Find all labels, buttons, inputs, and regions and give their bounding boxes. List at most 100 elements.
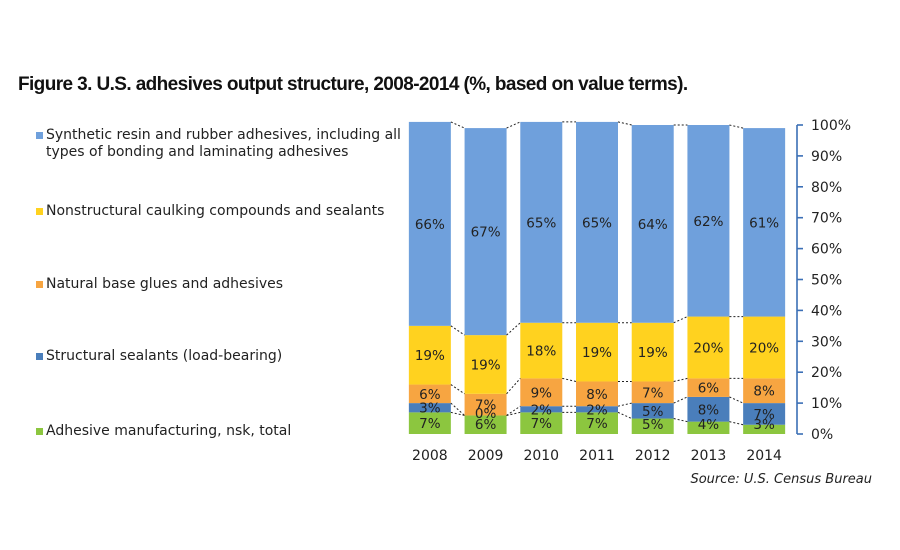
connector-line: [506, 405, 521, 416]
y-tick-label: 70%: [811, 211, 842, 227]
connector-line: [450, 411, 465, 416]
connector-line: [673, 316, 688, 324]
data-label-2014-s0: 3%: [753, 417, 775, 433]
bar-segment-2014-s1: [743, 403, 786, 425]
connector-line: [617, 121, 632, 126]
bar-segment-2014-s0: [743, 424, 786, 434]
connector-line: [729, 124, 744, 129]
data-label-2012-s2: 7%: [642, 385, 664, 401]
data-label-2012-s1: 5%: [642, 404, 664, 420]
data-label-2009-s0: 6%: [475, 417, 497, 433]
bar-segment-2011-s2: [576, 381, 618, 407]
x-tick-label-2010: 2010: [523, 448, 559, 464]
data-label-2009-s2: 7%: [475, 398, 497, 414]
legend-label: Adhesive manufacturing, nsk, total: [46, 423, 292, 439]
data-label-2009-s1: 0%: [475, 406, 497, 422]
bar-segment-2008-s1: [408, 403, 451, 413]
connector-line: [562, 377, 577, 382]
data-label-2013-s3: 20%: [693, 340, 723, 356]
connector-line: [617, 402, 632, 407]
data-label-2008-s2: 6%: [419, 387, 441, 403]
y-tick-label: 50%: [811, 273, 842, 289]
bar-segment-2010-s2: [520, 378, 563, 407]
y-tick-label: 20%: [811, 365, 842, 381]
bar-segment-2012-s2: [631, 381, 674, 404]
data-label-2011-s0: 7%: [586, 416, 608, 432]
data-label-2010-s2: 9%: [531, 385, 553, 401]
connector-line: [673, 418, 688, 423]
data-label-2010-s0: 7%: [531, 416, 553, 432]
bar-segment-2014-s2: [743, 378, 786, 404]
data-label-2014-s2: 8%: [753, 384, 775, 400]
bar-segment-2013-s1: [687, 396, 730, 422]
data-label-2011-s3: 19%: [582, 345, 612, 361]
data-label-2014-s1: 7%: [753, 407, 775, 423]
bar-segment-2009-s3: [464, 335, 507, 394]
data-label-2011-s4: 65%: [582, 215, 612, 231]
data-label-2012-s4: 64%: [638, 217, 668, 233]
y-tick-label: 10%: [811, 396, 842, 412]
y-tick-label: 40%: [811, 303, 842, 319]
x-tick-label-2014: 2014: [746, 448, 782, 464]
connector-line: [450, 325, 465, 336]
legend-swatch: [36, 208, 43, 215]
data-label-2009-s3: 19%: [471, 357, 501, 373]
legend-swatch: [36, 353, 43, 360]
connector-line: [729, 396, 744, 404]
data-label-2010-s4: 65%: [526, 215, 556, 231]
legend-label: Synthetic resin and rubber adhesives, in…: [46, 127, 401, 160]
data-label-2013-s0: 4%: [698, 417, 720, 433]
data-label-2008-s1: 3%: [419, 401, 441, 417]
data-label-2010-s3: 18%: [526, 344, 556, 360]
bar-segment-2010-s0: [520, 412, 563, 434]
data-label-2009-s4: 67%: [471, 225, 501, 241]
bar-segment-2011-s4: [576, 121, 618, 323]
connector-line: [450, 121, 465, 129]
legend-swatch: [36, 428, 43, 435]
y-tick-label: 0%: [811, 427, 833, 443]
connector-line: [673, 377, 688, 382]
connector-line: [617, 411, 632, 420]
legend-swatch: [36, 132, 43, 139]
data-label-2012-s0: 5%: [642, 417, 664, 433]
bar-segment-2009-s4: [464, 128, 507, 336]
x-tick-label-2012: 2012: [635, 448, 671, 464]
bar-segment-2008-s4: [408, 121, 451, 326]
bar-segment-2010-s1: [520, 406, 563, 413]
connector-line: [506, 411, 521, 416]
x-tick-label-2011: 2011: [579, 448, 615, 464]
bar-segment-2008-s2: [408, 384, 451, 404]
data-label-2011-s2: 8%: [586, 387, 608, 403]
data-label-2008-s4: 66%: [415, 217, 445, 233]
bar-segment-2009-s2: [464, 393, 507, 416]
data-label-2008-s0: 7%: [419, 416, 441, 432]
bar-segment-2011-s0: [576, 412, 618, 434]
connector-line: [673, 396, 688, 404]
bar-segment-2011-s1: [576, 406, 618, 413]
source-note: Source: U.S. Census Bureau: [690, 472, 872, 487]
bar-segment-2008-s3: [408, 325, 451, 385]
y-tick-label: 30%: [811, 334, 842, 350]
data-label-2013-s2: 6%: [698, 381, 720, 397]
bar-segment-2013-s3: [687, 316, 730, 379]
legend-swatch: [36, 281, 43, 288]
connector-line: [450, 402, 465, 416]
x-tick-label-2013: 2013: [691, 448, 727, 464]
data-label-2011-s1: 2%: [586, 402, 608, 418]
chart-title: Figure 3. U.S. adhesives output structur…: [18, 74, 688, 95]
bar-segment-2014-s4: [743, 128, 786, 317]
legend-label: Structural sealants (load-bearing): [46, 348, 283, 364]
bar-segment-2013-s4: [687, 125, 730, 317]
connector-line: [506, 322, 521, 336]
bar-segment-2012-s3: [631, 322, 674, 382]
connector-line: [506, 378, 521, 395]
data-label-2014-s4: 61%: [749, 215, 779, 231]
data-label-2014-s3: 20%: [749, 340, 779, 356]
legend-label: Natural base glues and adhesives: [46, 276, 284, 292]
x-tick-label-2008: 2008: [412, 448, 448, 464]
connector-line: [506, 121, 521, 129]
bar-segment-2012-s0: [631, 418, 674, 434]
bar-segment-2009-s0: [464, 415, 507, 434]
y-tick-label: 90%: [811, 149, 842, 165]
